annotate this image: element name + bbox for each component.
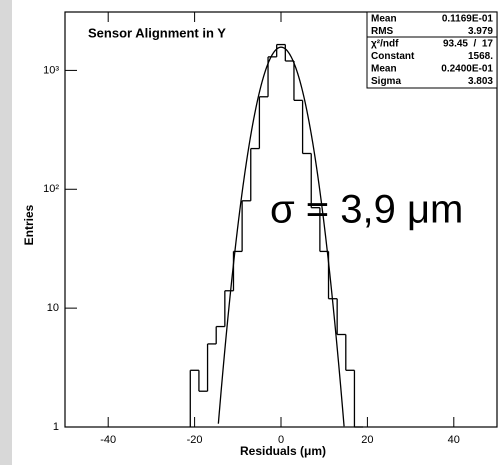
stats-value: 0.2400E-01 <box>441 63 493 74</box>
stats-name: Mean <box>371 13 397 24</box>
stats-value: 93.45 / 17 <box>443 38 493 49</box>
stats-value: 3.979 <box>468 26 493 37</box>
stats-name: Constant <box>371 51 415 62</box>
x-tick-label: -20 <box>187 434 203 446</box>
chart-title: Sensor Alignment in Y <box>88 25 226 40</box>
y-tick-label: 10² <box>43 183 59 195</box>
stats-name: RMS <box>371 26 394 37</box>
stats-name: Sigma <box>371 76 401 87</box>
stats-value: 1568. <box>468 51 493 62</box>
x-tick-label: 20 <box>361 434 373 446</box>
stats-value: 0.1169E-01 <box>442 13 494 24</box>
x-tick-label: -40 <box>100 434 116 446</box>
x-tick-label: 40 <box>448 434 460 446</box>
stats-value: 3.803 <box>468 76 493 87</box>
y-tick-label: 10³ <box>43 64 59 76</box>
y-axis-label: Entries <box>22 204 36 245</box>
side-strip <box>0 0 12 465</box>
x-axis-label: Residuals (μm) <box>240 444 326 458</box>
stats-box <box>366 11 498 89</box>
stats-name: χ²/ndf <box>371 38 399 49</box>
y-tick-label: 1 <box>53 421 59 433</box>
y-tick-label: 10 <box>47 302 59 314</box>
x-tick-label: 0 <box>278 434 284 446</box>
annotation: σ = 3,9 μm <box>270 188 463 232</box>
fit-curve <box>217 46 345 427</box>
stats-name: Mean <box>371 63 397 74</box>
